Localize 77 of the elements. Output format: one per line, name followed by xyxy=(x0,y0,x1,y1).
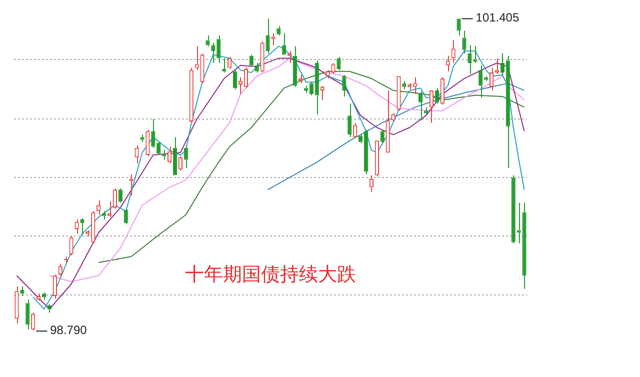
candlestick xyxy=(151,118,156,148)
annotation: 98.790 xyxy=(50,322,88,337)
candlestick xyxy=(36,293,41,302)
candlestick xyxy=(200,52,204,84)
candlestick xyxy=(413,76,418,95)
candlestick xyxy=(129,174,134,196)
candlestick xyxy=(206,35,210,47)
candlestick xyxy=(353,122,358,139)
candlestick xyxy=(402,80,406,90)
candlestick xyxy=(293,46,298,88)
candlestick xyxy=(167,146,172,164)
candlestick xyxy=(331,62,336,74)
candlestick xyxy=(42,292,46,300)
candlestick xyxy=(194,46,199,71)
candlestick xyxy=(184,144,188,169)
candlestick xyxy=(271,32,276,46)
candlestick xyxy=(216,35,221,64)
candlestick xyxy=(408,82,412,90)
candlestick xyxy=(386,90,390,153)
candlestick xyxy=(102,210,106,220)
candlestick xyxy=(522,202,526,290)
candlestick xyxy=(134,144,139,164)
candlestick xyxy=(348,103,352,138)
candlestick xyxy=(222,58,226,74)
candlestick xyxy=(282,32,286,55)
candlestick xyxy=(107,201,112,218)
candlestick xyxy=(276,25,281,36)
candlestick xyxy=(124,208,128,225)
candlestick xyxy=(74,219,79,234)
candlestick xyxy=(478,64,483,98)
candlestick xyxy=(96,200,101,216)
candlestick xyxy=(52,274,57,299)
candlestick xyxy=(118,188,122,204)
annotation: 101.405 xyxy=(476,10,520,25)
candlestick xyxy=(494,58,500,74)
candlestick xyxy=(434,88,439,104)
candlestick xyxy=(249,54,254,68)
candlestick xyxy=(69,236,74,256)
candlestick xyxy=(342,74,346,97)
candlestick xyxy=(178,156,182,172)
candlestick xyxy=(20,286,24,296)
candlestick xyxy=(473,46,478,64)
candlestick xyxy=(456,18,461,36)
candlestick xyxy=(320,85,324,101)
candlestick xyxy=(516,202,521,244)
candlestick xyxy=(396,76,401,112)
candlestick xyxy=(314,60,319,115)
candlestick xyxy=(14,286,19,324)
candlestick xyxy=(86,230,90,237)
candlestick xyxy=(506,55,510,169)
candlestick xyxy=(511,174,516,244)
candlestick xyxy=(391,112,396,122)
candlestick xyxy=(31,312,36,332)
candlestick xyxy=(369,174,374,193)
candlestick xyxy=(26,299,30,330)
candlestick xyxy=(58,263,62,276)
candlestick xyxy=(266,18,270,54)
text: 十年期国债持续大跌 xyxy=(185,264,356,286)
candlestick xyxy=(80,218,84,236)
candlestick xyxy=(418,91,423,121)
candlestick xyxy=(232,70,238,90)
candlestick xyxy=(429,90,434,124)
candlestick xyxy=(140,134,144,142)
candlestick xyxy=(451,40,456,64)
candlestick xyxy=(254,62,259,74)
candlestick xyxy=(47,304,52,314)
candlestick xyxy=(500,52,504,76)
candlestick xyxy=(446,55,450,72)
candlestick xyxy=(489,67,494,91)
candlestick xyxy=(298,74,303,84)
candlestick xyxy=(462,30,466,54)
candlestick xyxy=(468,44,472,74)
candlestick xyxy=(172,136,178,176)
candlestick xyxy=(440,76,444,106)
candlestick xyxy=(91,210,96,244)
candlestick xyxy=(288,50,292,64)
candlestick xyxy=(211,42,216,64)
